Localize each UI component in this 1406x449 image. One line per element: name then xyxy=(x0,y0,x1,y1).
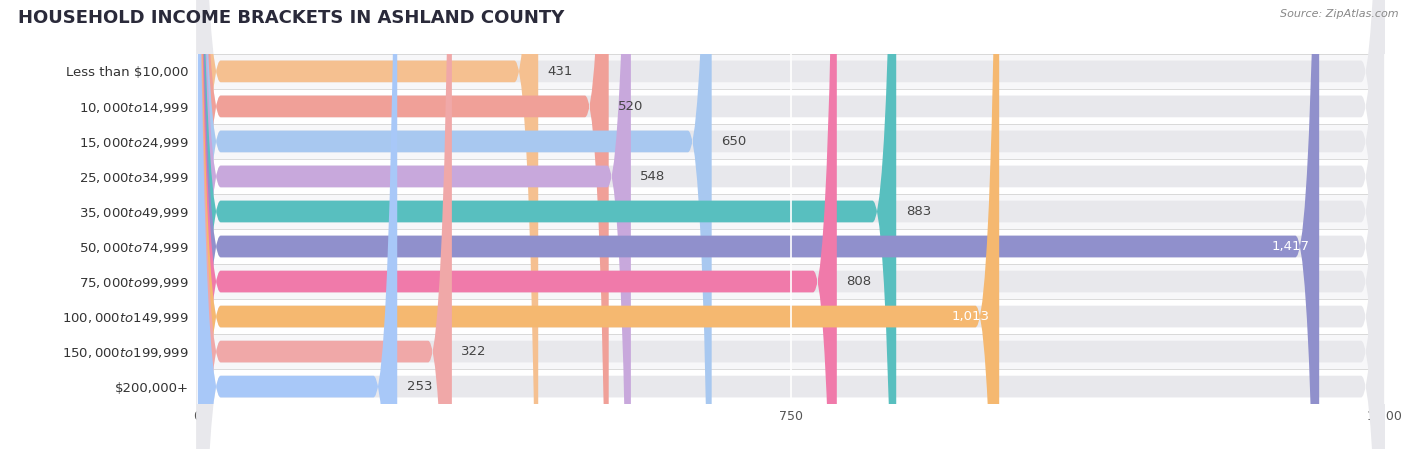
FancyBboxPatch shape xyxy=(197,0,1385,449)
FancyBboxPatch shape xyxy=(197,0,1385,449)
Text: 431: 431 xyxy=(548,65,574,78)
Text: Source: ZipAtlas.com: Source: ZipAtlas.com xyxy=(1281,9,1399,19)
FancyBboxPatch shape xyxy=(197,0,609,449)
FancyBboxPatch shape xyxy=(197,0,1385,449)
Text: HOUSEHOLD INCOME BRACKETS IN ASHLAND COUNTY: HOUSEHOLD INCOME BRACKETS IN ASHLAND COU… xyxy=(18,9,565,27)
Text: 520: 520 xyxy=(619,100,644,113)
FancyBboxPatch shape xyxy=(197,0,1385,449)
Bar xyxy=(197,369,1385,404)
Text: 1,013: 1,013 xyxy=(952,310,990,323)
FancyBboxPatch shape xyxy=(197,0,1385,449)
Bar xyxy=(197,194,1385,229)
Text: 1,417: 1,417 xyxy=(1271,240,1309,253)
Text: 883: 883 xyxy=(905,205,931,218)
Bar xyxy=(197,229,1385,264)
Text: 548: 548 xyxy=(640,170,665,183)
FancyBboxPatch shape xyxy=(197,0,837,449)
FancyBboxPatch shape xyxy=(197,0,538,449)
Bar xyxy=(197,299,1385,334)
FancyBboxPatch shape xyxy=(197,0,451,449)
Bar xyxy=(197,264,1385,299)
FancyBboxPatch shape xyxy=(197,0,631,449)
Bar xyxy=(197,159,1385,194)
Text: 253: 253 xyxy=(406,380,432,393)
FancyBboxPatch shape xyxy=(197,0,711,449)
FancyBboxPatch shape xyxy=(197,0,1385,449)
Bar xyxy=(197,89,1385,124)
FancyBboxPatch shape xyxy=(197,0,1319,449)
FancyBboxPatch shape xyxy=(197,0,1385,449)
FancyBboxPatch shape xyxy=(197,0,896,449)
Bar xyxy=(197,54,1385,89)
Bar xyxy=(197,334,1385,369)
FancyBboxPatch shape xyxy=(197,0,398,449)
FancyBboxPatch shape xyxy=(197,0,1385,449)
Bar xyxy=(197,124,1385,159)
FancyBboxPatch shape xyxy=(197,0,1385,449)
FancyBboxPatch shape xyxy=(197,0,1000,449)
Text: 322: 322 xyxy=(461,345,486,358)
Text: 650: 650 xyxy=(721,135,747,148)
FancyBboxPatch shape xyxy=(197,0,1385,449)
Text: 808: 808 xyxy=(846,275,872,288)
